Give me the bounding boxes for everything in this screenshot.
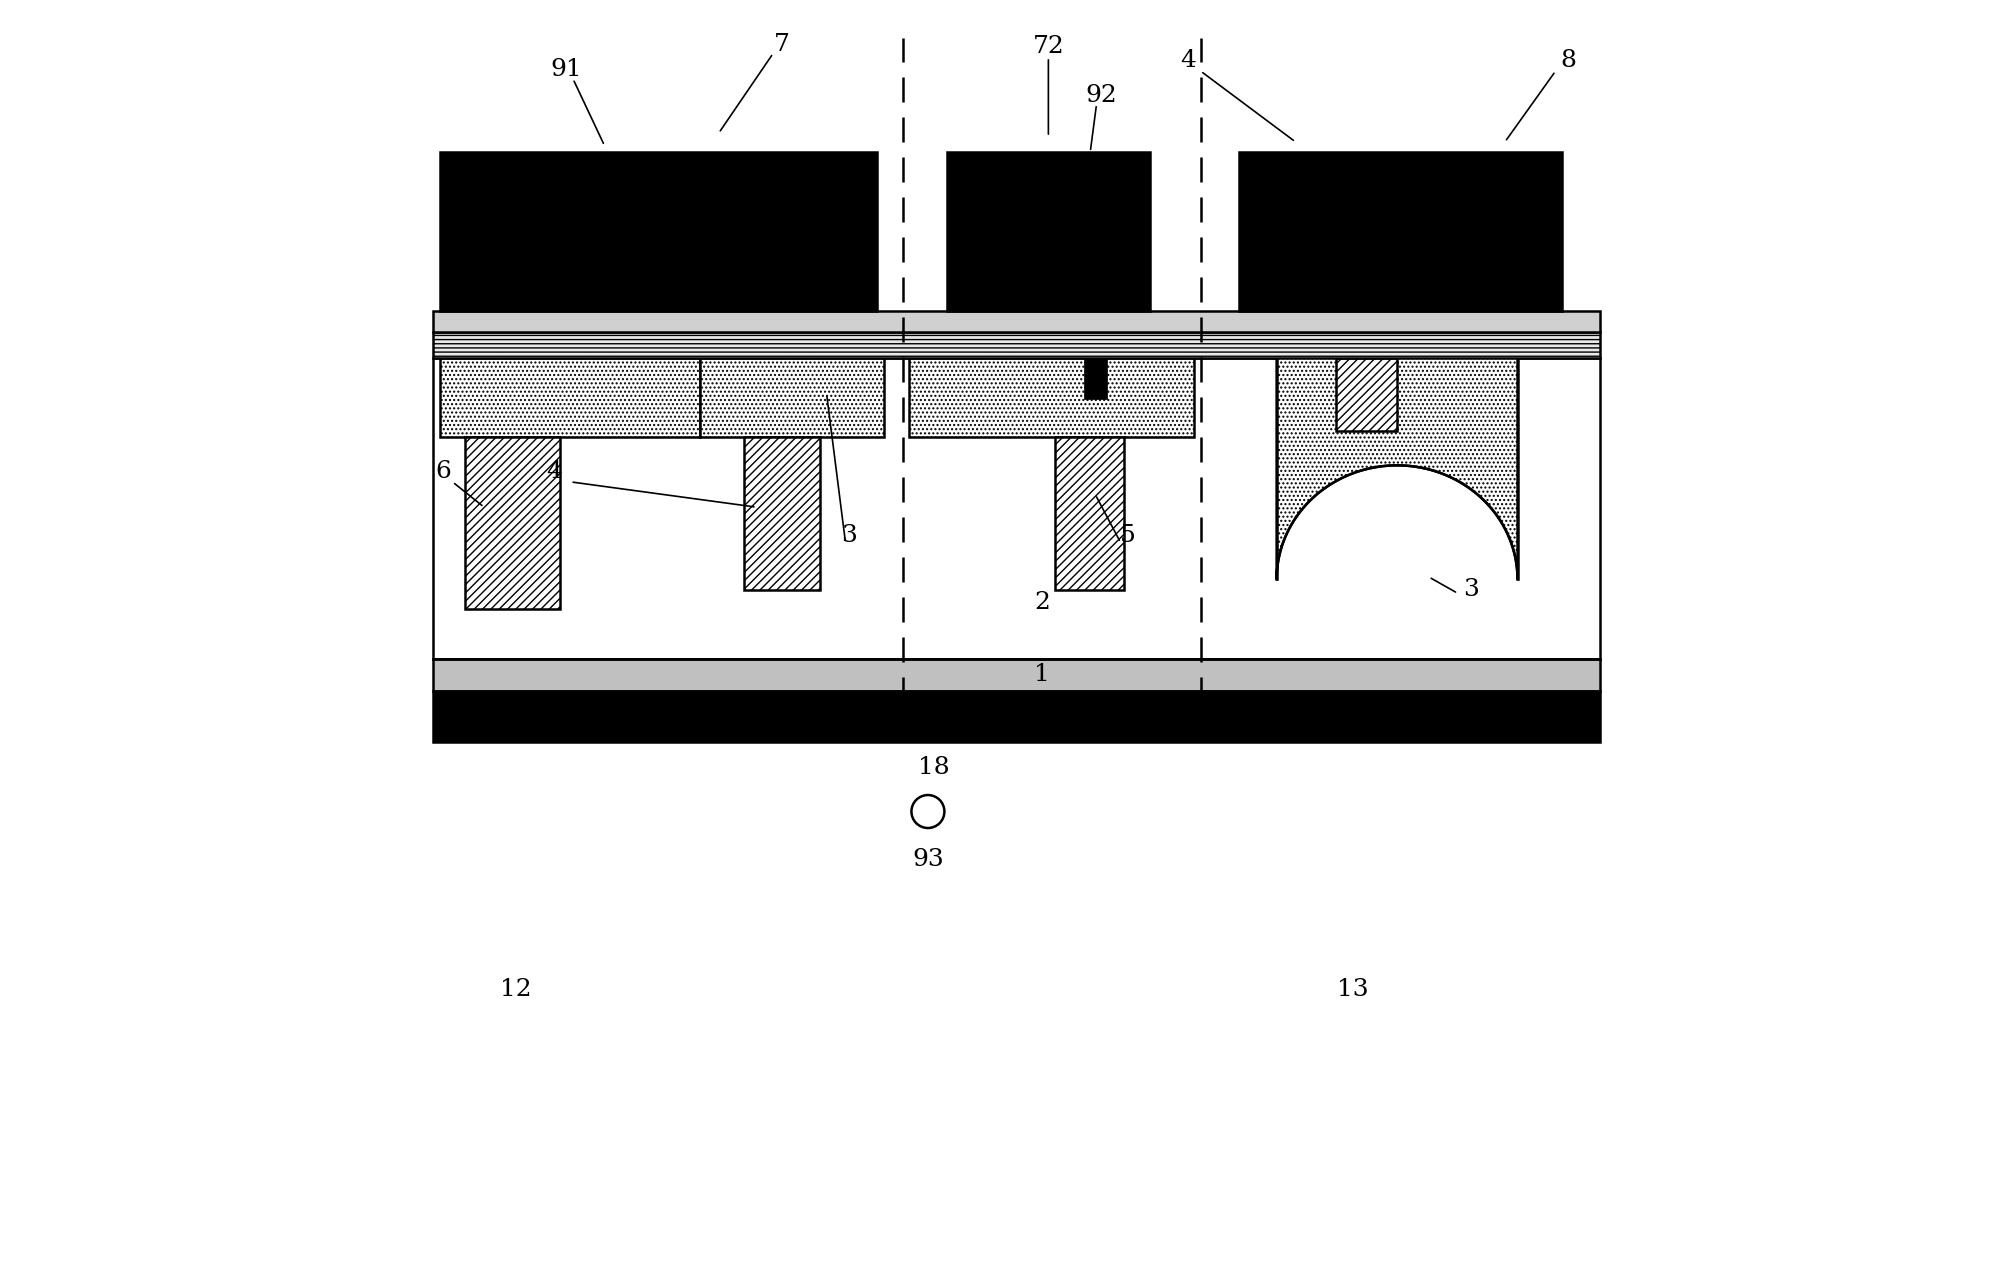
Bar — [434, 691, 1600, 742]
Text: 92: 92 — [1086, 84, 1118, 107]
Text: 3: 3 — [1461, 578, 1477, 601]
Polygon shape — [1276, 358, 1517, 579]
Bar — [434, 358, 1600, 659]
Text: 91: 91 — [550, 58, 582, 81]
Text: 4: 4 — [546, 460, 562, 483]
Polygon shape — [1276, 358, 1517, 579]
Text: 5: 5 — [1120, 524, 1136, 547]
Bar — [947, 152, 1150, 311]
Bar — [440, 152, 877, 311]
Text: 2: 2 — [1034, 591, 1050, 614]
Bar — [1238, 152, 1561, 311]
Text: 4: 4 — [1180, 49, 1196, 72]
Bar — [440, 358, 698, 437]
Text: 3: 3 — [841, 524, 857, 547]
Bar — [466, 437, 560, 609]
Bar — [909, 358, 1194, 437]
Text: 1: 1 — [1034, 663, 1050, 686]
Bar — [1084, 358, 1106, 399]
Bar — [434, 332, 1600, 358]
Text: 6: 6 — [436, 460, 452, 483]
Bar — [1335, 358, 1397, 431]
Text: 8: 8 — [1559, 49, 1575, 72]
Text: 18: 18 — [917, 756, 949, 779]
Bar — [434, 659, 1600, 691]
Bar — [745, 437, 819, 590]
Text: 72: 72 — [1032, 36, 1064, 58]
Bar — [1054, 437, 1124, 590]
Text: 7: 7 — [775, 33, 789, 56]
Text: 93: 93 — [911, 848, 943, 871]
Bar — [434, 311, 1600, 332]
Bar — [698, 358, 883, 437]
Text: 13: 13 — [1337, 978, 1369, 1000]
Text: 12: 12 — [500, 978, 532, 1000]
